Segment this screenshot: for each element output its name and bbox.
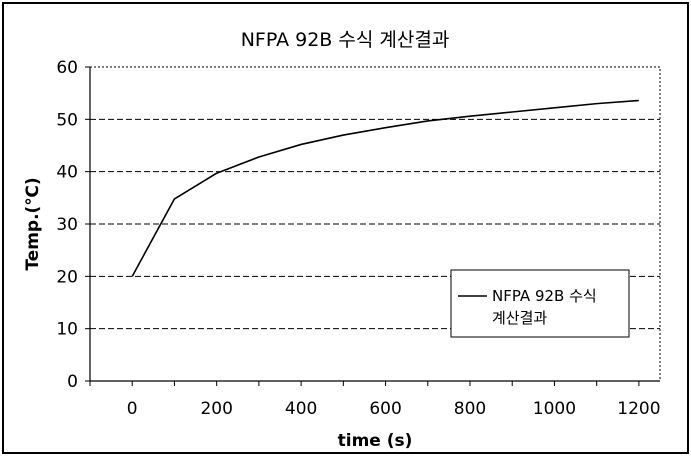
legend-label-line2: 계산결과	[492, 309, 547, 327]
x-tick-label-400: 400	[285, 399, 317, 419]
legend: NFPA 92B 수식 계산결과	[450, 269, 630, 338]
x-tick-label-600: 600	[369, 399, 401, 419]
series-layer	[131, 99, 639, 277]
y-tick-label-50: 50	[56, 110, 78, 130]
x-tick-label-0: 0	[127, 399, 138, 419]
y-tick-label-0: 0	[67, 372, 78, 392]
legend-label-line1: NFPA 92B 수식	[492, 287, 597, 305]
y-tick-label-60: 60	[56, 58, 78, 78]
grid-layer	[90, 118, 660, 330]
axes-layer	[85, 66, 660, 386]
legend-box	[450, 269, 630, 338]
x-axis-label: time (s)	[338, 431, 413, 451]
x-tick-label-1200: 1200	[617, 399, 660, 419]
x-tick-label-200: 200	[200, 399, 232, 419]
x-tick-label-1000: 1000	[533, 399, 576, 419]
x-tick-label-800: 800	[454, 399, 486, 419]
y-tick-label-20: 20	[56, 267, 78, 287]
y-tick-label-40: 40	[56, 163, 78, 183]
y-axis-label: Temp.(℃)	[23, 177, 43, 270]
y-tick-label-10: 10	[56, 320, 78, 340]
chart-title: NFPA 92B 수식 계산결과	[241, 29, 450, 51]
y-tick-label-30: 30	[56, 215, 78, 235]
series-line-0	[131, 99, 639, 277]
